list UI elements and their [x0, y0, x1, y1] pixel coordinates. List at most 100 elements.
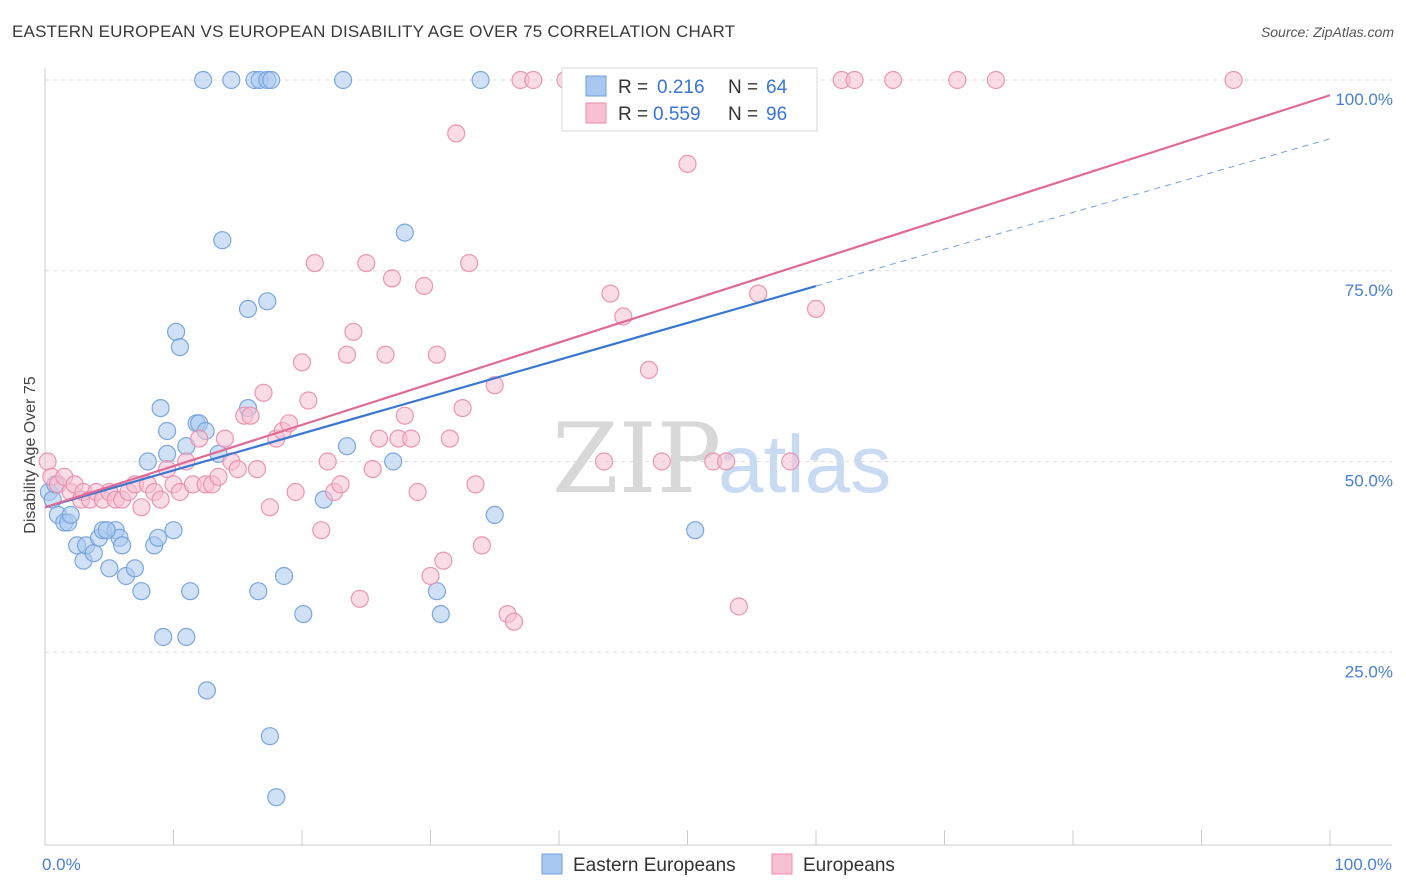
point-european-16 [132, 498, 151, 517]
point-european-52 [363, 460, 382, 479]
legend-n-value-2: 96 [766, 104, 787, 125]
point-european-91 [845, 70, 864, 90]
point-eastern-18 [125, 559, 144, 578]
legend-n-label-1: N = [728, 77, 758, 98]
bottom-legend-swatch-eastern [541, 853, 563, 875]
point-european-55 [382, 269, 402, 288]
data-points [38, 70, 1243, 807]
point-european-45 [318, 452, 337, 471]
point-european-62 [427, 345, 446, 364]
point-european-72 [504, 612, 524, 631]
point-european-67 [460, 254, 479, 273]
point-eastern-24 [158, 444, 177, 463]
point-european-82 [678, 154, 697, 173]
trend-line-eastern-extension [815, 138, 1331, 287]
point-european-74 [524, 70, 543, 90]
point-european-59 [408, 482, 427, 502]
point-european-61 [421, 566, 440, 586]
y-tick-label-3: 100.0% [1335, 90, 1393, 109]
point-european-60 [415, 276, 434, 296]
point-eastern-39 [238, 299, 258, 318]
point-eastern-56 [194, 70, 213, 90]
point-european-92 [883, 70, 903, 90]
point-eastern-50 [395, 223, 414, 242]
point-eastern-23 [151, 399, 170, 418]
y-tick-label-2: 75.0% [1345, 281, 1393, 300]
legend-r-value-1: 0.216 [657, 77, 705, 98]
point-european-87 [749, 284, 768, 303]
point-eastern-35 [197, 681, 216, 700]
point-european-34 [247, 460, 267, 479]
x-tick-label-0: 0.0% [42, 855, 81, 874]
point-eastern-43 [267, 788, 286, 807]
point-european-78 [601, 284, 620, 303]
point-european-43 [305, 254, 324, 273]
point-european-36 [260, 498, 279, 517]
point-european-70 [485, 376, 504, 395]
point-european-69 [472, 536, 491, 555]
point-eastern-52 [431, 604, 450, 624]
point-european-77 [594, 452, 614, 471]
point-european-89 [806, 299, 826, 318]
point-eastern-25 [154, 627, 173, 647]
point-eastern-48 [337, 437, 357, 456]
x-tick-label-1: 100.0% [1334, 855, 1392, 874]
point-eastern-63 [97, 521, 116, 540]
correlation-legend: R = 0.216 N = 64 R = 0.559 N = 96 [561, 67, 818, 132]
gridlines [45, 79, 1392, 653]
point-eastern-55 [686, 521, 705, 540]
point-european-66 [453, 399, 472, 418]
point-eastern-44 [274, 566, 294, 586]
point-european-80 [639, 360, 659, 379]
point-eastern-10 [84, 543, 103, 563]
trend-line-eastern [44, 284, 817, 509]
point-eastern-19 [132, 582, 151, 601]
point-european-54 [376, 345, 395, 364]
legend-r-value-2: 0.559 [653, 104, 701, 125]
point-eastern-28 [170, 338, 189, 357]
point-european-68 [466, 475, 485, 494]
trend-line-european [44, 94, 1331, 509]
point-european-84 [716, 452, 736, 471]
y-tick-label-0: 25.0% [1345, 662, 1393, 681]
point-eastern-30 [181, 582, 200, 601]
point-european-0 [38, 452, 57, 471]
point-european-81 [652, 452, 671, 471]
point-eastern-27 [167, 322, 186, 341]
point-european-48 [337, 345, 357, 364]
point-eastern-42 [260, 727, 279, 746]
bottom-legend-eastern: Eastern Europeans [573, 855, 736, 876]
point-european-31 [228, 460, 247, 479]
watermark: ZIP atlas [552, 403, 891, 515]
point-european-33 [241, 406, 260, 425]
point-european-63 [434, 551, 453, 570]
y-axis-label: Disability Age Over 75 [22, 376, 39, 534]
point-european-47 [331, 475, 350, 494]
point-european-29 [215, 429, 234, 448]
point-eastern-57 [222, 70, 241, 90]
point-european-42 [299, 391, 318, 410]
y-tick-label-1: 50.0% [1345, 472, 1393, 491]
point-european-49 [344, 322, 363, 341]
watermark-atlas: atlas [718, 419, 891, 510]
point-european-51 [357, 254, 376, 273]
point-european-40 [286, 482, 305, 502]
point-european-44 [312, 521, 331, 540]
source-label: Source: ZipAtlas.com [1260, 24, 1394, 40]
point-eastern-47 [334, 70, 353, 90]
point-eastern-54 [485, 505, 504, 525]
point-eastern-20 [138, 452, 157, 471]
point-european-19 [151, 490, 170, 509]
point-european-53 [370, 429, 389, 448]
legend-r-label-1: R = [618, 77, 648, 98]
watermark-zip: ZIP [552, 403, 721, 515]
chart-title: EASTERN EUROPEAN VS EUROPEAN DISABILITY … [12, 22, 736, 41]
point-european-41 [292, 353, 312, 372]
point-eastern-53 [471, 70, 490, 90]
point-european-94 [986, 70, 1006, 90]
point-eastern-40 [249, 582, 268, 601]
point-european-50 [350, 589, 369, 608]
point-european-58 [402, 429, 421, 448]
point-eastern-6 [61, 505, 80, 525]
